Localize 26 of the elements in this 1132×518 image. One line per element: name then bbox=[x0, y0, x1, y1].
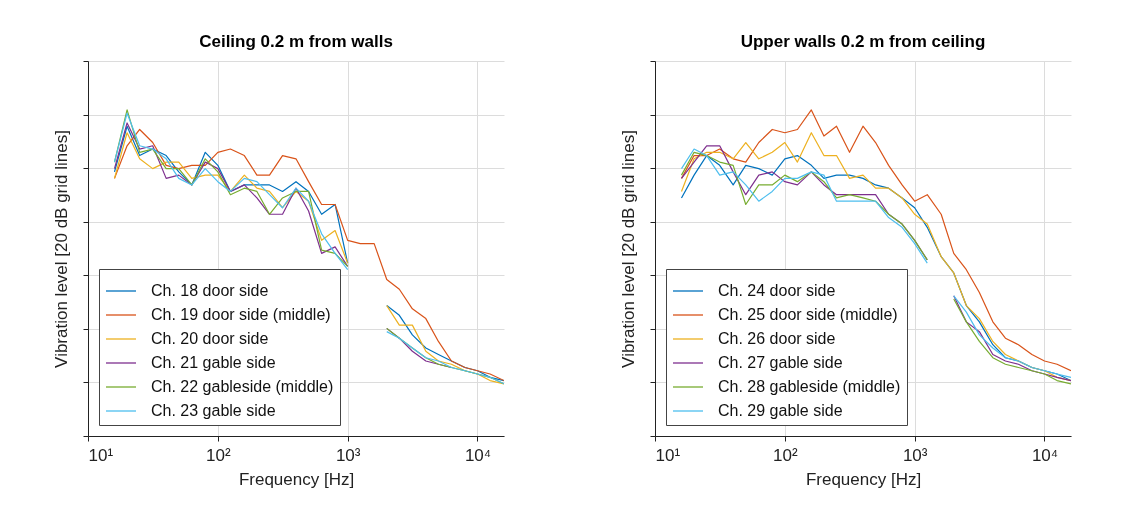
y-axis-title: Vibration level [20 dB grid lines] bbox=[52, 130, 71, 368]
x-tick-label: 10³ bbox=[335, 445, 361, 465]
legend-label: Ch. 19 door side (middle) bbox=[151, 306, 331, 323]
chart-title: Upper walls 0.2 m from ceiling bbox=[740, 31, 986, 51]
x-tick-label: 10³ bbox=[902, 445, 928, 465]
legend-label: Ch. 27 gable side bbox=[718, 354, 843, 371]
legend-label: Ch. 25 door side (middle) bbox=[718, 306, 898, 323]
legend-label: Ch. 29 gable side bbox=[718, 402, 843, 419]
chart-title: Ceiling 0.2 m from walls bbox=[199, 31, 393, 51]
legend-label: Ch. 28 gableside (middle) bbox=[718, 378, 901, 395]
legend-label: Ch. 22 gableside (middle) bbox=[151, 378, 334, 395]
x-tick-label: 10² bbox=[206, 445, 231, 465]
x-tick-label: 10⁴ bbox=[464, 445, 492, 465]
legend-label: Ch. 23 gable side bbox=[151, 402, 276, 419]
legend-label: Ch. 20 door side bbox=[151, 330, 269, 347]
legend-label: Ch. 21 gable side bbox=[151, 354, 276, 371]
x-tick-label: 10⁴ bbox=[1031, 445, 1059, 465]
x-tick-label: 10² bbox=[773, 445, 798, 465]
legend-label: Ch. 24 door side bbox=[718, 282, 836, 299]
x-tick-label: 10¹ bbox=[655, 445, 681, 465]
y-axis-title: Vibration level [20 dB grid lines] bbox=[619, 130, 638, 368]
x-tick-label: 10¹ bbox=[88, 445, 114, 465]
legend-label: Ch. 18 door side bbox=[151, 282, 269, 299]
x-axis-title: Frequency [Hz] bbox=[238, 469, 355, 489]
legend-label: Ch. 26 door side bbox=[718, 330, 836, 347]
x-axis-title: Frequency [Hz] bbox=[805, 469, 922, 489]
